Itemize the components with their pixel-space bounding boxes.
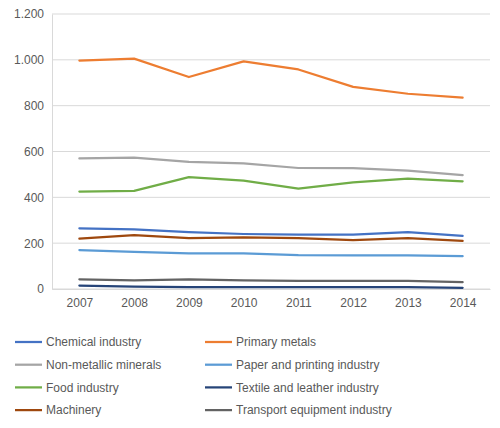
legend-label: Chemical industry xyxy=(46,335,141,349)
x-tick: 2010 xyxy=(231,289,258,310)
series-line xyxy=(79,250,462,256)
grid-line xyxy=(52,105,490,106)
series-line xyxy=(79,59,462,98)
y-tick: 200 xyxy=(24,237,52,251)
x-tick-label: 2014 xyxy=(450,296,477,310)
legend-label: Food industry xyxy=(46,381,119,395)
grid-line xyxy=(52,289,490,290)
legend-swatch xyxy=(15,409,42,411)
legend: Chemical industry Primary metals Non-metal… xyxy=(15,335,392,417)
legend-label: Non-metallic minerals xyxy=(46,358,161,372)
y-tick-label: 400 xyxy=(24,191,44,205)
grid xyxy=(52,14,490,289)
y-tick: 800 xyxy=(24,99,52,113)
x-tick: 2007 xyxy=(67,289,94,310)
legend-label: Primary metals xyxy=(236,335,316,349)
x-axis: 2007 2008 2009 2010 2011 2012 2013 2014 xyxy=(53,289,491,310)
legend-item: Chemical industry xyxy=(15,335,141,349)
y-tick: 400 xyxy=(24,191,52,205)
legend-item: Textile and leather industry xyxy=(205,381,379,395)
legend-label: Paper and printing industry xyxy=(236,358,379,372)
legend-swatch xyxy=(15,341,42,343)
grid-line xyxy=(52,151,490,152)
legend-item: Paper and printing industry xyxy=(205,358,379,372)
grid-line xyxy=(52,14,490,15)
x-tick-label: 2011 xyxy=(286,296,312,310)
legend-label: Transport equipment industry xyxy=(236,403,392,417)
x-tick-label: 2012 xyxy=(340,296,367,310)
x-axis-line xyxy=(53,289,491,290)
x-tick-label: 2008 xyxy=(121,296,148,310)
y-axis: 0 200 400 600 800 1.000 1.200 xyxy=(14,7,53,296)
x-tick-label: 2009 xyxy=(176,296,203,310)
series-line xyxy=(79,158,462,175)
x-tick: 2012 xyxy=(340,289,367,310)
legend-swatch xyxy=(15,386,42,388)
legend-label: Textile and leather industry xyxy=(236,381,379,395)
y-tick: 0 xyxy=(37,282,52,296)
legend-swatch xyxy=(205,409,232,411)
y-tick: 1.200 xyxy=(14,7,52,21)
chart: 02004006008001.0001.20020072008200920102… xyxy=(0,0,500,428)
series-line xyxy=(79,177,462,191)
series-line xyxy=(79,235,462,241)
x-tick-label: 2007 xyxy=(67,296,94,310)
y-tick-label: 200 xyxy=(24,237,44,251)
x-tick: 2014 xyxy=(450,289,477,310)
legend-swatch xyxy=(205,364,232,366)
y-tick-label: 600 xyxy=(24,145,44,159)
legend-item: Transport equipment industry xyxy=(205,403,392,417)
x-tick-label: 2010 xyxy=(231,296,258,310)
x-tick: 2013 xyxy=(395,289,422,310)
y-tick-label: 1.200 xyxy=(14,7,44,21)
legend-swatch xyxy=(205,386,232,388)
y-tick-label: 1.000 xyxy=(14,53,44,67)
y-axis-line xyxy=(52,15,53,290)
legend-item: Primary metals xyxy=(205,335,316,349)
legend-item: Food industry xyxy=(15,381,119,395)
grid-line xyxy=(52,243,490,244)
legend-item: Non-metallic minerals xyxy=(15,358,161,372)
series-line xyxy=(79,279,462,282)
legend-item: Machinery xyxy=(15,403,101,417)
y-tick-label: 0 xyxy=(37,282,44,296)
y-tick-label: 800 xyxy=(24,99,44,113)
x-tick: 2011 xyxy=(286,289,312,310)
x-tick: 2008 xyxy=(121,289,148,310)
y-tick: 600 xyxy=(24,145,52,159)
plot-area xyxy=(79,59,462,288)
y-tick: 1.000 xyxy=(14,53,52,67)
legend-swatch xyxy=(205,341,232,343)
legend-swatch xyxy=(15,364,42,366)
grid-line xyxy=(52,197,490,198)
series-line xyxy=(79,286,462,288)
x-tick-label: 2013 xyxy=(395,296,422,310)
x-tick: 2009 xyxy=(176,289,203,310)
legend-label: Machinery xyxy=(46,403,101,417)
